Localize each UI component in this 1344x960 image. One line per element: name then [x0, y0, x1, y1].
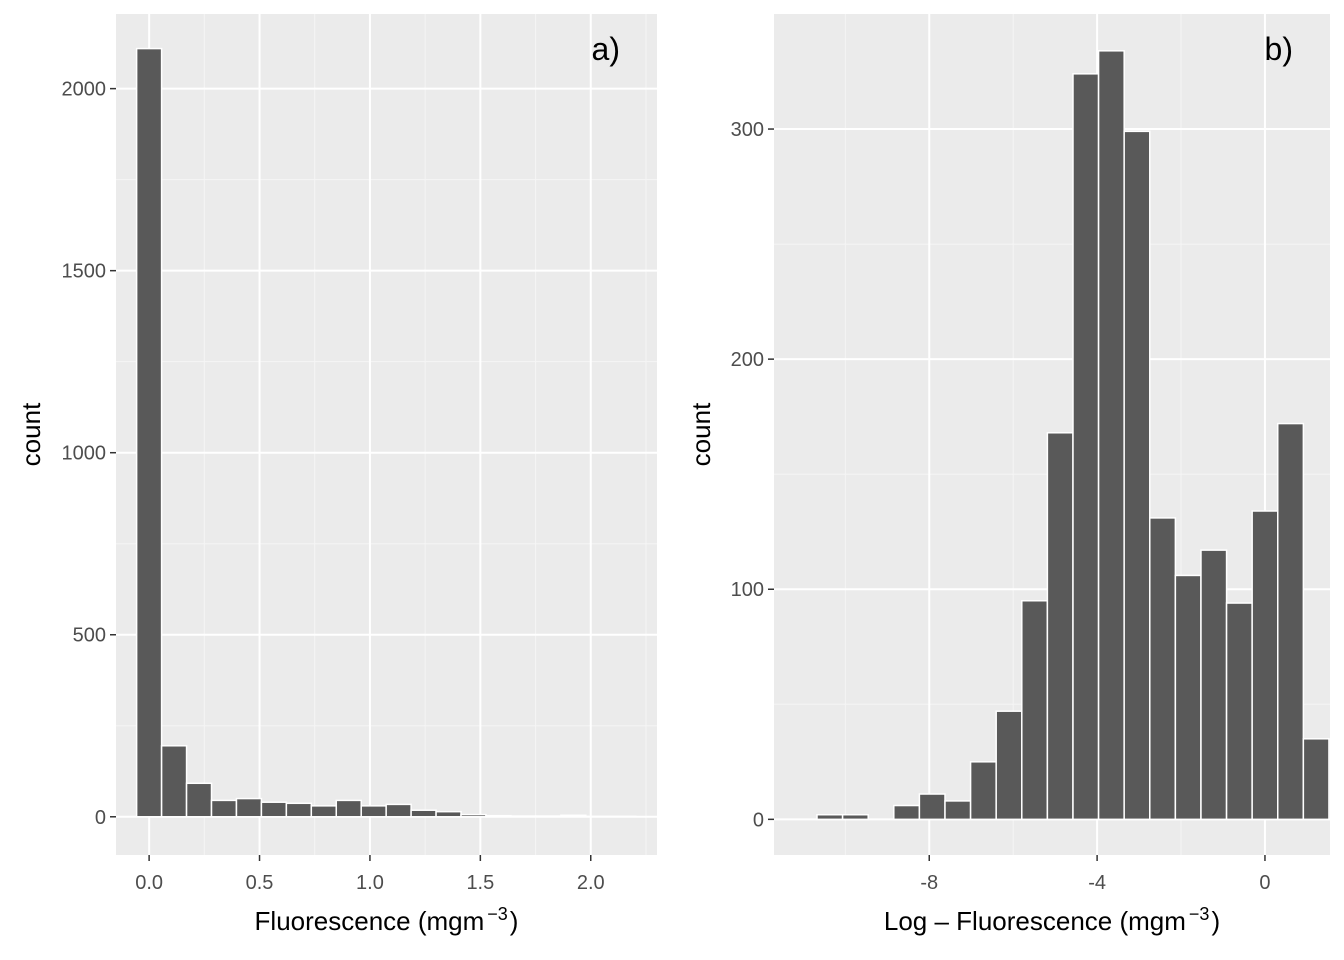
- panel-b-log-histogram: 0 100 200 300 -8 -4 0 count Log – Fluorescence (…: [686, 14, 1330, 936]
- x-axis-title-close: ): [1211, 906, 1220, 936]
- histogram-bar: [435, 810, 462, 818]
- histogram-bar: [1302, 738, 1330, 821]
- panel-label: b): [1265, 31, 1293, 67]
- x-axis-title-main: Log – Fluorescence (mgm: [884, 906, 1186, 936]
- histogram-bar: [1225, 602, 1253, 821]
- y-axis-title: count: [686, 402, 716, 466]
- histogram-bar: [1072, 73, 1100, 821]
- histogram-bar: [310, 805, 338, 818]
- histogram-bar: [969, 761, 997, 821]
- histogram-bar: [918, 793, 946, 821]
- histogram-bar: [1251, 510, 1279, 821]
- histogram-bar: [995, 710, 1023, 821]
- panel-label: a): [592, 31, 620, 67]
- histogram-bar: [460, 813, 487, 818]
- y-tick-label: 100: [731, 579, 764, 601]
- y-tick-label: 1000: [62, 443, 107, 465]
- x-axis-title-exponent: −3: [487, 904, 508, 924]
- histogram-bar: [535, 815, 562, 818]
- histogram-bar: [385, 803, 412, 818]
- histogram-bar: [1097, 50, 1125, 821]
- histogram-bar: [1021, 599, 1049, 821]
- x-axis-title-main: Fluorescence (mgm: [255, 906, 485, 936]
- histogram-bar: [335, 799, 362, 818]
- histogram-bar: [485, 814, 512, 818]
- histogram-bar: [893, 804, 921, 821]
- x-axis-title-exponent: −3: [1189, 904, 1210, 924]
- plot-background: [116, 14, 657, 855]
- histogram-bar: [1123, 130, 1151, 821]
- x-tick-label: 2.0: [577, 872, 605, 894]
- histogram-bar: [160, 745, 188, 818]
- histogram-bar: [841, 813, 869, 821]
- x-tick-label: 0.5: [246, 872, 274, 894]
- x-axis-title-close: ): [510, 906, 519, 936]
- y-tick-label: 500: [73, 625, 106, 647]
- histogram-bar: [285, 802, 313, 818]
- histogram-bar: [1174, 574, 1202, 821]
- histogram-bar: [260, 801, 288, 818]
- y-tick-label: 0: [753, 809, 764, 831]
- histogram-bar: [410, 809, 437, 818]
- y-tick-label: 300: [731, 119, 764, 141]
- histogram-bar: [1277, 422, 1305, 821]
- y-tick-label: 200: [731, 349, 764, 371]
- x-axis-title: Log – Fluorescence (mgm −3): [884, 904, 1220, 936]
- histogram-bar: [560, 814, 587, 818]
- x-tick-label: 0.0: [135, 872, 163, 894]
- histogram-bar: [816, 813, 844, 821]
- histogram-bar: [135, 47, 163, 818]
- histogram-bar: [1046, 432, 1074, 821]
- histogram-bar: [1149, 517, 1177, 821]
- histogram-bar: [210, 799, 238, 818]
- histogram-bar: [1200, 549, 1228, 821]
- y-tick-label: 2000: [62, 79, 107, 101]
- y-tick-label: 0: [95, 807, 106, 829]
- y-axis-title: count: [16, 402, 46, 466]
- histogram-bar: [185, 782, 213, 818]
- histogram-bar: [360, 805, 387, 818]
- x-tick-label: 0: [1259, 872, 1270, 894]
- x-tick-label: 1.0: [356, 872, 384, 894]
- y-tick-label: 1500: [62, 261, 107, 283]
- histogram-bar: [510, 815, 537, 818]
- x-tick-label: -8: [920, 872, 938, 894]
- x-tick-label: 1.5: [466, 872, 494, 894]
- panel-a-histogram: 0 500 1000 1500 2000 0.0 0.5 1.0 1.5 2.0 count Fluo…: [16, 14, 657, 936]
- x-tick-label: -4: [1088, 872, 1106, 894]
- histogram-bar: [235, 797, 263, 818]
- x-axis-title: Fluorescence (mgm −3): [255, 904, 519, 936]
- histogram-bar: [944, 800, 972, 821]
